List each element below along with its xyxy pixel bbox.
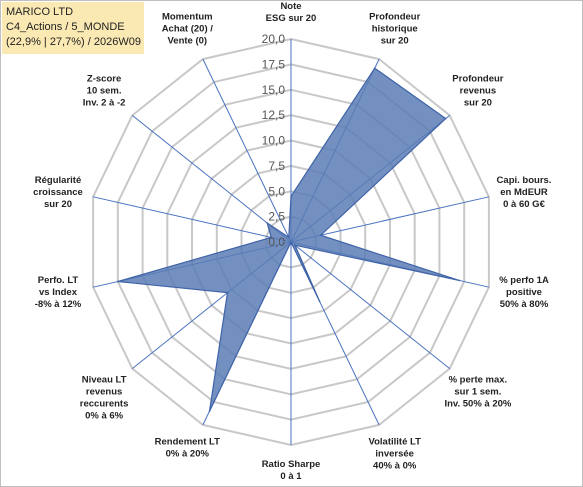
radar-series [117, 67, 461, 413]
axis-label: Volatilité LT inversée 40% à 0% [368, 437, 421, 472]
title-company: MARICO LTD [6, 6, 74, 18]
axis-label: Régularité croissance sur 20 [33, 175, 83, 210]
title-scores: (22,9% | 27,7%) / 2026W09 [6, 36, 141, 48]
data-point [270, 236, 273, 239]
axis-label: % perte max. sur 1 sem. Inv. 50% à 20% [444, 374, 511, 409]
data-point [266, 222, 269, 224]
radar-spoke [290, 241, 451, 369]
data-point [319, 234, 322, 236]
tick-label: 15,0 [262, 83, 286, 97]
title-category: C4_Actions / 5_MONDE [6, 21, 125, 33]
data-point [373, 67, 376, 69]
data-point [290, 241, 292, 243]
data-point [117, 280, 119, 283]
tick-label: 17,5 [262, 57, 286, 71]
data-point [294, 244, 296, 246]
axis-label: Rendement LT 0% à 20% [155, 437, 220, 460]
radar-axis-labels: Note ESG sur 20 Profondeur historique sur 20… [33, 1, 551, 482]
axis-label: Profondeur historique sur 20 [369, 11, 420, 46]
radar-tick-labels: 0,0 2,5 5,0 7,5 10,0 12,5 15,0 17,5 20,0 [262, 32, 286, 249]
tick-label: 0,0 [268, 235, 285, 249]
data-point [318, 300, 321, 303]
axis-label: Capi. bours. en MdEUR 0 à 60 G€ [497, 175, 552, 210]
tick-label: 7,5 [268, 159, 285, 173]
series-area [117, 67, 460, 412]
tick-label: 10,0 [262, 134, 286, 148]
axis-label: Profondeur revenus sur 20 [452, 74, 503, 109]
radar-spoke [202, 58, 292, 243]
data-point [288, 236, 290, 239]
axis-label: Perfo. LT vs Index -8% à 12% [35, 275, 82, 310]
axis-label: Momentum Achat (20) / Vente (0) [162, 11, 214, 46]
tick-label: 20,0 [262, 32, 286, 46]
axis-label: Z-score 10 sem. Inv. 2 à -2 [83, 74, 126, 109]
axis-label: % perfo 1A positive 50% à 80% [499, 275, 549, 310]
radar-spoke [92, 196, 292, 243]
radar-spoke [131, 115, 292, 243]
chart-title-box: MARICO LTD C4_Actions / 5_MONDE (22,9% |… [2, 2, 144, 54]
data-point [226, 291, 229, 294]
axis-label: Niveau LT revenus reccurents 0% à 6% [80, 374, 129, 421]
axis-label: Note ESG sur 20 [266, 1, 317, 24]
axis-label: Ratio Sharpe 0 à 1 [262, 459, 321, 482]
data-point [208, 410, 211, 413]
radar-spoke [290, 196, 490, 243]
tick-label: 5,0 [268, 184, 285, 198]
data-point [458, 279, 461, 282]
tick-label: 12,5 [262, 108, 286, 122]
data-point [290, 195, 292, 198]
tick-label: 2,5 [268, 210, 285, 224]
data-point [444, 117, 447, 120]
